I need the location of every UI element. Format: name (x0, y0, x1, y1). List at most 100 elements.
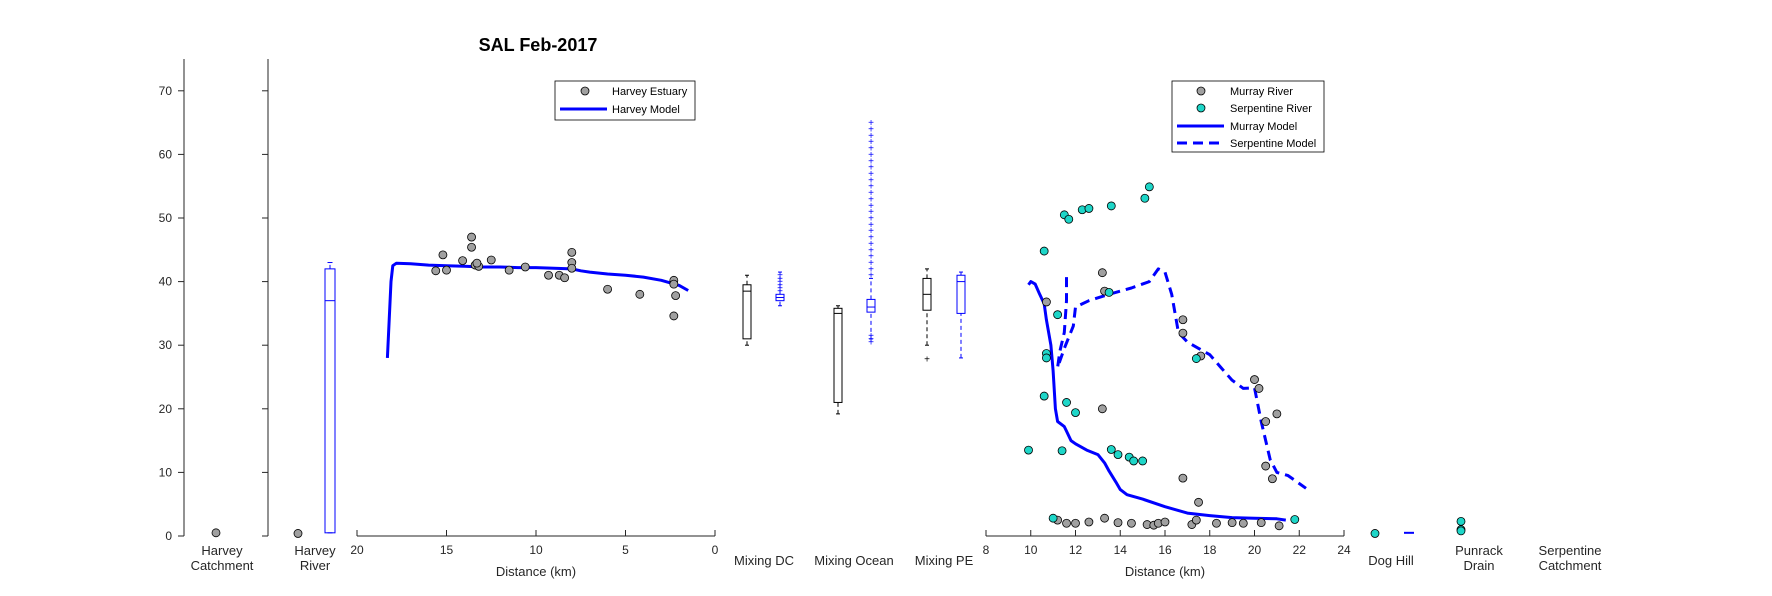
mixing-pe-label: Mixing PE (915, 553, 974, 568)
serpentine-observed-point (1140, 193, 1150, 203)
chart-title: SAL Feb-2017 (479, 35, 598, 55)
murray-observed-point (1178, 473, 1188, 483)
murray-legend-label-murray-model: Murray Model (1230, 121, 1297, 133)
harvey-observed-point (567, 247, 577, 257)
serpentine-observed-point (1039, 246, 1049, 256)
serpentine-observed-point (1071, 408, 1080, 418)
murray-x-tick-label: 16 (1158, 543, 1172, 557)
murray-observed-point (1084, 517, 1094, 527)
mixing-ocean-obs-box-box (833, 307, 843, 403)
mixing-ocean-model-box: ++++++++++++++++++++++++++++ (866, 118, 876, 349)
murray-legend-label-murray: Murray River (1230, 86, 1293, 98)
harvey-x-label: Distance (km) (496, 564, 576, 579)
murray-legend-marker-serpentine (1196, 103, 1206, 113)
murray-x-tick-label: 18 (1203, 543, 1217, 557)
serpentine-observed-point (1084, 204, 1094, 213)
mixing-ocean-model-box-outlier: + (868, 131, 874, 142)
murray-x-tick-label: 8 (983, 543, 990, 557)
serpentine-model-line (1056, 267, 1307, 490)
murray-legend-label-serpentine-model: Serpentine Model (1230, 138, 1316, 150)
murray-observed-point (1256, 518, 1266, 528)
harvey-x-tick-label: 5 (622, 543, 629, 557)
mixing-ocean-model-box-outlier: + (868, 144, 874, 155)
serpentine-observed-point (1106, 445, 1116, 454)
mixing-dc-model-box-outlier: + (777, 271, 783, 282)
harvey-observed-point (603, 284, 612, 294)
murray-model-line (1027, 280, 1287, 522)
murray-observed-point (1042, 297, 1051, 307)
serpentine-observed-point (1191, 354, 1201, 363)
mixing-dc-model-box-outlier: + (777, 274, 783, 285)
serpentine-observed-point (1039, 391, 1049, 401)
mixing-dc-model-box-outlier: + (777, 287, 783, 298)
dog-hill-point (1370, 529, 1380, 538)
mixing-dc-model-box-outlier: + (777, 277, 783, 288)
murray-observed-point (1100, 513, 1109, 523)
serpentine-observed-point (1053, 310, 1062, 320)
mixing-pe-model-box-box (956, 274, 966, 314)
mixing-dc-model-box-outlier: + (777, 280, 783, 291)
harvey-legend-label-obs: Harvey Estuary (612, 86, 688, 98)
y-tick-label: 50 (159, 211, 173, 225)
murray-observed-point (1097, 404, 1107, 414)
mixing-pe-model-box (956, 271, 966, 359)
murray-observed-point (1268, 474, 1277, 484)
murray-observed-point (1274, 521, 1284, 531)
y-tick-label: 20 (159, 402, 173, 416)
harvey-x-tick-label: 10 (529, 543, 543, 557)
harvey-observed-point (669, 311, 679, 321)
mixing-ocean-model-box-outlier: + (868, 163, 874, 174)
serpentine-catchment-label: Serpentine Catchment (1539, 543, 1602, 573)
mixing-ocean-model-box-outlier: + (868, 156, 874, 167)
serpentine-observed-point (1129, 456, 1139, 466)
harvey-legend-marker-obs (580, 86, 590, 96)
mixing-ocean-model-box-box (866, 298, 876, 313)
harvey-observed-point (486, 255, 496, 265)
harvey-legend-box (554, 80, 696, 121)
harvey-observed-point (669, 279, 679, 289)
mixing-ocean-model-box-outlier: + (868, 188, 874, 199)
mixing-ocean-model-box-outlier: + (868, 118, 874, 129)
harvey-legend-label-model: Harvey Model (612, 104, 680, 116)
murray-observed-point (1254, 384, 1264, 393)
serpentine-observed-point (1048, 513, 1058, 523)
harvey-river-model-box-box (324, 268, 336, 534)
harvey-observed-point (442, 265, 451, 275)
murray-observed-point (1191, 515, 1201, 525)
mixing-ocean-model-box-outlier: + (868, 258, 874, 269)
mixing-dc-obs-box (742, 274, 752, 346)
serpentine-observed-point (1138, 456, 1148, 466)
mixing-ocean-model-box-outlier: + (868, 137, 874, 148)
murray-observed-point (1178, 315, 1188, 325)
serpentine-observed-point (1113, 450, 1123, 459)
murray-x-label: Distance (km) (1125, 564, 1205, 579)
murray-x-tick-label: 22 (1293, 543, 1307, 557)
harvey-x-tick-label: 15 (440, 543, 454, 557)
serpentine-observed-point (1057, 446, 1067, 456)
murray-observed-point (1250, 375, 1259, 384)
murray-observed-point (1261, 417, 1271, 426)
mixing-ocean-model-box-outlier: + (868, 264, 874, 275)
harvey-catchment-point (211, 528, 221, 538)
harvey-model-line (385, 261, 689, 358)
harvey-observed-point (467, 232, 476, 242)
murray-legend-label-serpentine: Serpentine River (1230, 103, 1312, 115)
murray-observed-point (1062, 518, 1071, 528)
mixing-dc-model-box: ++++++ (775, 271, 785, 307)
mixing-dc-obs-box-box (742, 284, 752, 340)
harvey-observed-point (544, 270, 553, 280)
murray-observed-point (1272, 409, 1282, 419)
murray-observed-point (1160, 517, 1170, 527)
mixing-ocean-model-box-outlier: + (868, 169, 874, 180)
mixing-ocean-model-box-outlier: + (868, 239, 874, 250)
mixing-dc-model-box-outlier: + (777, 283, 783, 294)
murray-observed-point (1113, 518, 1123, 528)
mixing-ocean-model-box-outlier: + (868, 207, 874, 218)
murray-observed-point (1127, 518, 1136, 528)
harvey-observed-point (560, 273, 570, 283)
y-tick-label: 70 (159, 84, 173, 98)
mixing-ocean-model-box-outlier: + (868, 252, 874, 263)
harvey-observed-point (504, 265, 514, 275)
murray-observed-point (1212, 518, 1221, 528)
